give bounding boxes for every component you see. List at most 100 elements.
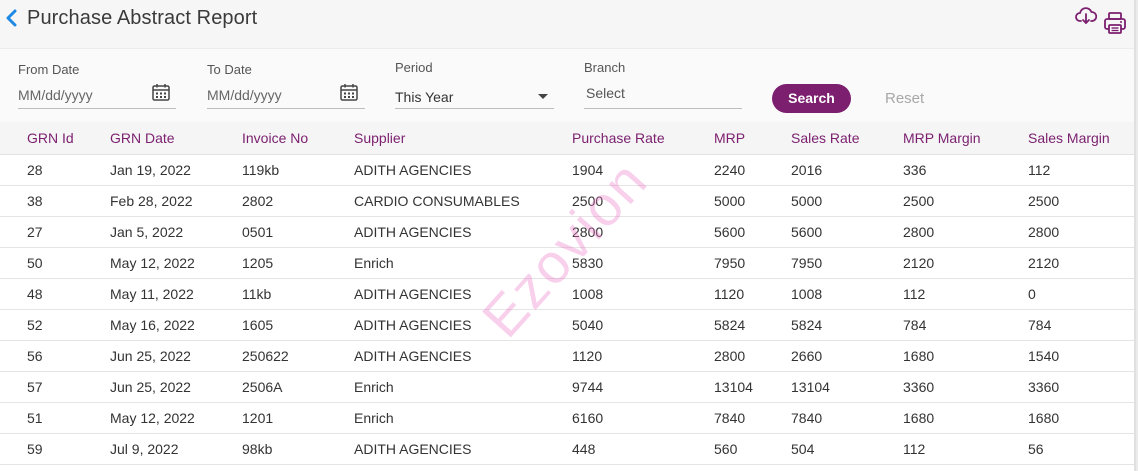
from-date-label: From Date	[18, 62, 80, 77]
cell-sales-margin: 1680	[1028, 410, 1060, 426]
column-header-invoice-no[interactable]: Invoice No	[242, 130, 309, 146]
period-select[interactable]: Period This Year	[395, 60, 554, 110]
table-row[interactable]: 56 Jun 25, 2022 250622 ADITH AGENCIES 11…	[0, 341, 1134, 372]
printer-icon	[1104, 12, 1126, 34]
cell-invoice-no: 2802	[242, 193, 274, 209]
cell-purchase-rate: 1904	[572, 162, 604, 178]
cell-supplier: CARDIO CONSUMABLES	[354, 193, 520, 209]
cell-mrp-margin: 1680	[903, 410, 935, 426]
cell-supplier: Enrich	[354, 379, 394, 395]
cell-grn-id: 51	[27, 410, 43, 426]
download-button[interactable]	[1075, 6, 1098, 26]
cell-grn-date: Jul 9, 2022	[110, 441, 179, 457]
column-header-purchase-rate[interactable]: Purchase Rate	[572, 130, 665, 146]
cell-grn-id: 27	[27, 224, 43, 240]
column-header-mrp[interactable]: MRP	[714, 130, 746, 146]
calendar-icon[interactable]	[151, 82, 171, 102]
table-row[interactable]: 52 May 16, 2022 1605 ADITH AGENCIES 5040…	[0, 310, 1134, 341]
cell-supplier: Enrich	[354, 410, 394, 426]
column-header-grn-date[interactable]: GRN Date	[110, 130, 175, 146]
cell-sales-rate: 5000	[791, 193, 823, 209]
cell-mrp-margin: 2500	[903, 193, 935, 209]
cell-mrp: 1120	[714, 286, 745, 302]
search-button[interactable]: Search	[772, 84, 851, 113]
table-row[interactable]: 51 May 12, 2022 1201 Enrich 6160 7840 78…	[0, 403, 1134, 434]
cell-mrp-margin: 1680	[903, 348, 935, 364]
branch-label: Branch	[584, 60, 626, 75]
cell-mrp: 13104	[714, 379, 753, 395]
cell-mrp-margin: 2800	[903, 224, 935, 240]
cell-sales-rate: 5824	[791, 317, 823, 333]
cell-sales-margin: 2500	[1028, 193, 1060, 209]
cell-mrp-margin: 336	[903, 162, 927, 178]
cell-grn-id: 50	[27, 255, 43, 271]
cell-grn-date: May 12, 2022	[110, 255, 195, 271]
chevron-down-icon[interactable]	[538, 94, 548, 99]
cell-sales-margin: 0	[1028, 286, 1036, 302]
cell-mrp: 560	[714, 441, 738, 457]
calendar-icon[interactable]	[339, 82, 359, 102]
cell-grn-id: 48	[27, 286, 43, 302]
column-header-supplier[interactable]: Supplier	[354, 130, 406, 146]
cell-mrp: 5824	[714, 317, 746, 333]
column-header-sales-margin[interactable]: Sales Margin	[1028, 130, 1110, 146]
cell-sales-rate: 7840	[791, 410, 823, 426]
filter-bar: From Date MM/dd/yyyy To	[0, 49, 1134, 122]
table-row[interactable]: 59 Jul 9, 2022 98kb ADITH AGENCIES 448 5…	[0, 434, 1134, 465]
cell-sales-margin: 784	[1028, 317, 1052, 333]
cell-sales-rate: 7950	[791, 255, 823, 271]
cell-mrp: 2800	[714, 348, 746, 364]
cell-purchase-rate: 1120	[572, 348, 603, 364]
table-row[interactable]: 50 May 12, 2022 1205 Enrich 5830 7950 79…	[0, 248, 1134, 279]
from-date-field[interactable]: From Date MM/dd/yyyy	[18, 62, 176, 110]
column-header-sales-rate[interactable]: Sales Rate	[791, 130, 860, 146]
cell-sales-rate: 1008	[791, 286, 823, 302]
cell-supplier: ADITH AGENCIES	[354, 286, 472, 302]
cell-supplier: Enrich	[354, 255, 394, 271]
table-row[interactable]: 27 Jan 5, 2022 0501 ADITH AGENCIES 2800 …	[0, 217, 1134, 248]
cell-invoice-no: 1201	[242, 410, 274, 426]
to-date-input[interactable]: MM/dd/yyyy	[207, 87, 282, 103]
to-date-underline	[207, 108, 365, 109]
cell-grn-id: 56	[27, 348, 43, 364]
table-row[interactable]: 48 May 11, 2022 11kb ADITH AGENCIES 1008…	[0, 279, 1134, 310]
cell-grn-date: Jun 25, 2022	[110, 379, 191, 395]
cell-mrp-margin: 3360	[903, 379, 935, 395]
cell-grn-id: 28	[27, 162, 43, 178]
cell-mrp: 5000	[714, 193, 746, 209]
chevron-left-icon	[6, 9, 17, 27]
table-row[interactable]: 28 Jan 19, 2022 119kb ADITH AGENCIES 190…	[0, 155, 1134, 186]
cell-supplier: ADITH AGENCIES	[354, 317, 472, 333]
cell-mrp-margin: 112	[903, 441, 926, 457]
table-row[interactable]: 38 Feb 28, 2022 2802 CARDIO CONSUMABLES …	[0, 186, 1134, 217]
cell-grn-id: 59	[27, 441, 43, 457]
period-value[interactable]: This Year	[395, 89, 454, 105]
cloud-download-icon	[1075, 7, 1098, 24]
table-row[interactable]: 57 Jun 25, 2022 2506A Enrich 9744 13104 …	[0, 372, 1134, 403]
cell-supplier: ADITH AGENCIES	[354, 348, 472, 364]
cell-mrp: 7840	[714, 410, 746, 426]
cell-purchase-rate: 5040	[572, 317, 604, 333]
to-date-field[interactable]: To Date MM/dd/yyyy	[207, 62, 365, 110]
cell-invoice-no: 2506A	[242, 379, 283, 395]
branch-underline	[584, 108, 742, 109]
cell-grn-id: 52	[27, 317, 43, 333]
from-date-input[interactable]: MM/dd/yyyy	[18, 87, 93, 103]
cell-grn-id: 57	[27, 379, 43, 395]
print-button[interactable]	[1103, 11, 1127, 35]
cell-grn-date: Feb 28, 2022	[110, 193, 193, 209]
branch-value[interactable]: Select	[586, 85, 625, 101]
column-header-mrp-margin[interactable]: MRP Margin	[903, 130, 981, 146]
reset-button[interactable]: Reset	[885, 90, 925, 107]
cell-grn-date: Jan 5, 2022	[110, 224, 184, 240]
cell-invoice-no: 1605	[242, 317, 274, 333]
back-button[interactable]	[4, 8, 20, 28]
cell-sales-rate: 5600	[791, 224, 823, 240]
cell-grn-date: May 16, 2022	[110, 317, 195, 333]
from-date-underline	[18, 108, 176, 109]
column-header-grn-id[interactable]: GRN Id	[27, 130, 74, 146]
cell-invoice-no: 11kb	[242, 286, 272, 302]
cell-grn-date: May 12, 2022	[110, 410, 195, 426]
branch-select[interactable]: Branch Select	[584, 60, 742, 110]
